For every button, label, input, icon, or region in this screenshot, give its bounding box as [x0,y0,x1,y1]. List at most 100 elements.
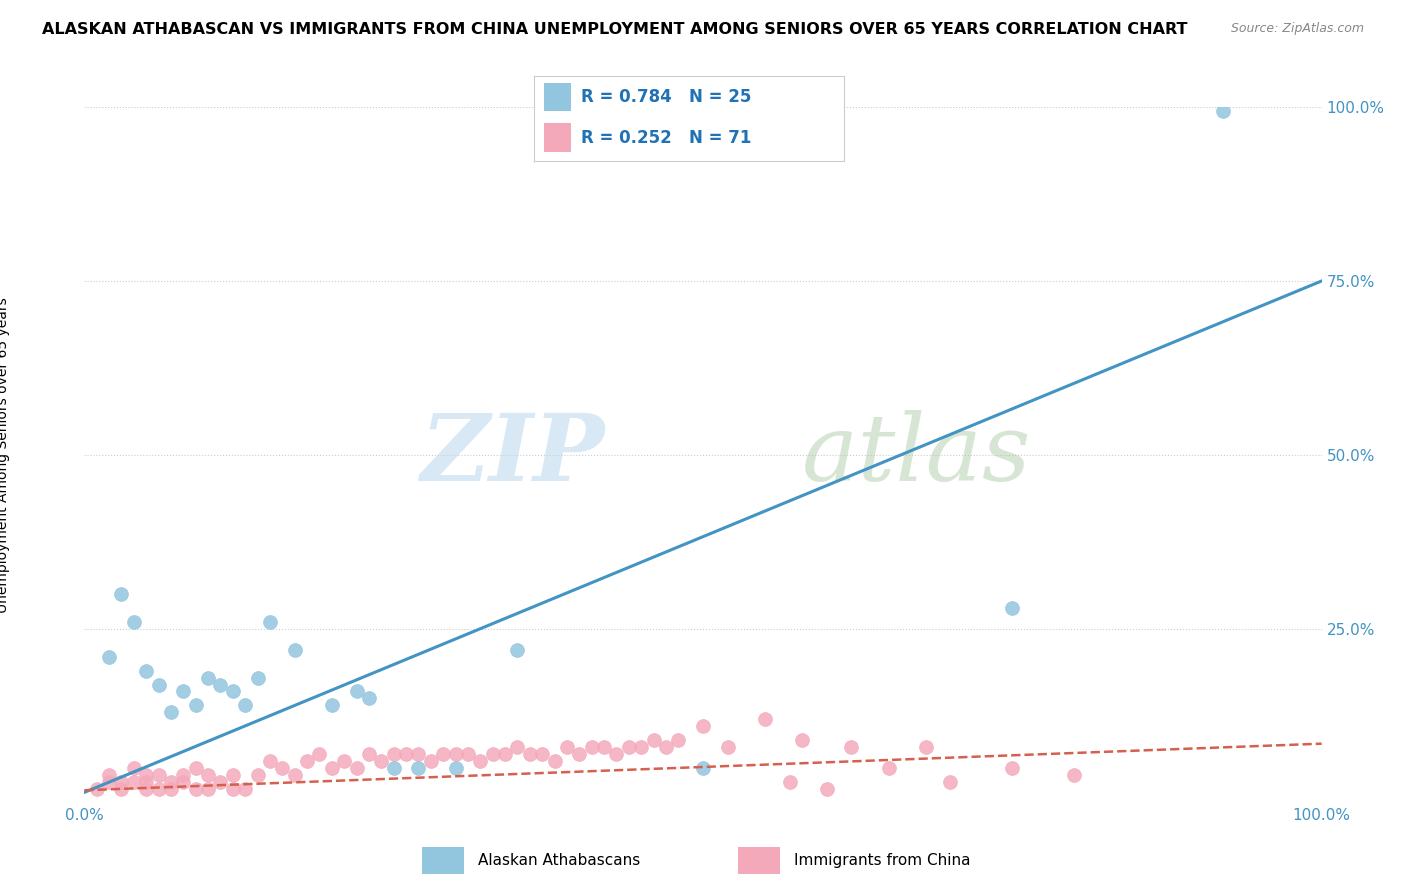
Point [481,747,503,761]
Point [135,781,157,796]
Point [122,761,145,775]
Bar [544,83,571,112]
Point [122,775,145,789]
Point [98,768,121,782]
Point [531,747,554,761]
Text: Source: ZipAtlas.com: Source: ZipAtlas.com [1230,22,1364,36]
Point [419,754,441,768]
Point [197,768,219,782]
Point [692,761,714,775]
Point [1001,601,1024,615]
Point [246,671,269,685]
Point [568,747,591,761]
Point [98,649,121,664]
Point [543,754,565,768]
Y-axis label: Unemployment Among Seniors over 65 years: Unemployment Among Seniors over 65 years [0,297,10,613]
Point [346,684,368,698]
Point [444,761,467,775]
Point [110,587,132,601]
Point [160,775,183,789]
Point [135,664,157,678]
Point [779,775,801,789]
Point [135,775,157,789]
Point [209,775,232,789]
Point [432,747,454,761]
Point [233,698,256,713]
Point [284,642,307,657]
Point [110,781,132,796]
Point [444,747,467,761]
Point [494,747,516,761]
Point [692,719,714,733]
Point [790,733,813,747]
Point [308,747,330,761]
Point [643,733,665,747]
Point [630,740,652,755]
Point [357,747,380,761]
Bar [422,847,464,874]
Text: Alaskan Athabascans: Alaskan Athabascans [478,854,640,868]
Point [295,754,318,768]
Point [172,775,194,789]
Text: ALASKAN ATHABASCAN VS IMMIGRANTS FROM CHINA UNEMPLOYMENT AMONG SENIORS OVER 65 Y: ALASKAN ATHABASCAN VS IMMIGRANTS FROM CH… [42,22,1188,37]
Point [148,768,170,782]
Point [506,642,529,657]
Point [1063,768,1085,782]
Bar [738,847,780,874]
Point [382,747,405,761]
Point [135,768,157,782]
Point [877,761,900,775]
Point [506,740,529,755]
Point [408,761,430,775]
Point [581,740,603,755]
Point [655,740,678,755]
Point [209,677,232,691]
Point [222,768,245,782]
Point [122,615,145,629]
Point [519,747,541,761]
Point [259,615,281,629]
Point [357,691,380,706]
Point [86,781,108,796]
Point [184,781,207,796]
Point [172,768,194,782]
Point [395,747,418,761]
Point [841,740,863,755]
Point [259,754,281,768]
Point [1001,761,1024,775]
Bar [544,123,571,152]
Point [222,781,245,796]
Text: R = 0.784   N = 25: R = 0.784 N = 25 [581,88,751,106]
Point [470,754,492,768]
Point [593,740,616,755]
Point [815,781,838,796]
Point [457,747,479,761]
Point [333,754,356,768]
Point [605,747,627,761]
Point [197,671,219,685]
Point [233,781,256,796]
Point [222,684,245,698]
Point [184,761,207,775]
Point [197,781,219,796]
Point [321,698,343,713]
Point [246,768,269,782]
Point [148,677,170,691]
Point [160,706,183,720]
Point [754,712,776,726]
Point [666,733,689,747]
Point [172,684,194,698]
Point [110,775,132,789]
Point [555,740,578,755]
Point [160,781,183,796]
Point [939,775,962,789]
Point [284,768,307,782]
Point [184,698,207,713]
Point [408,747,430,761]
Point [370,754,392,768]
Point [98,775,121,789]
Point [617,740,640,755]
Point [382,761,405,775]
Text: R = 0.252   N = 71: R = 0.252 N = 71 [581,128,751,146]
Text: Immigrants from China: Immigrants from China [794,854,972,868]
